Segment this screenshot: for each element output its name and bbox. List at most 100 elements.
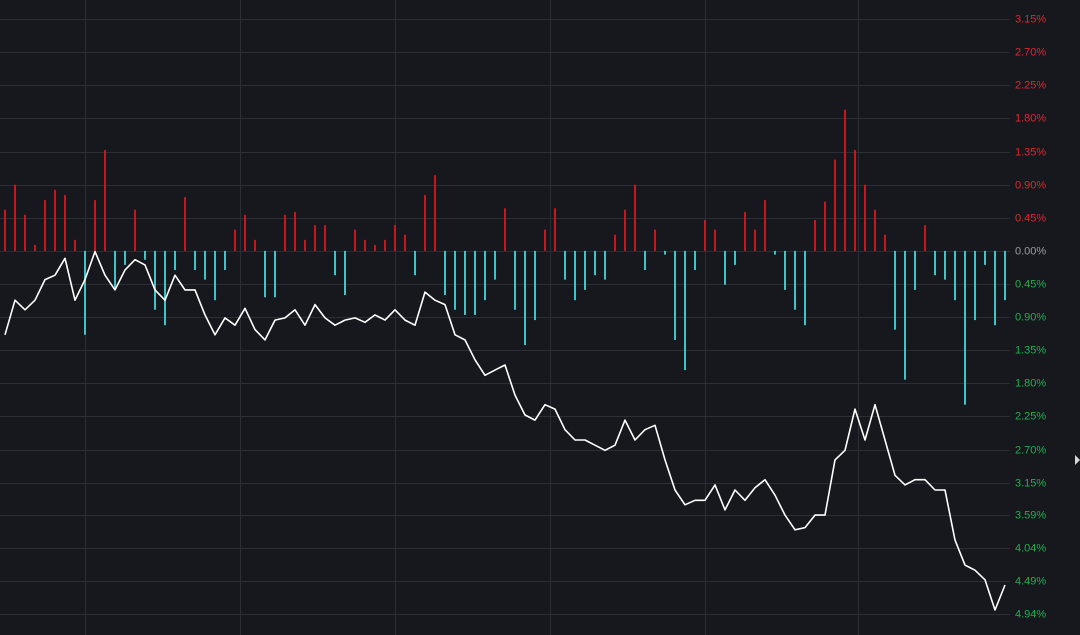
bar — [164, 250, 166, 326]
bar — [954, 250, 956, 301]
bar — [544, 229, 546, 251]
bar — [194, 250, 196, 271]
scroll-arrow[interactable] — [1075, 455, 1080, 465]
bar — [24, 214, 26, 251]
y-tick-label: 3.59% — [1015, 509, 1046, 521]
y-tick-label: 1.35% — [1015, 146, 1046, 158]
bar — [364, 239, 366, 251]
bar — [274, 250, 276, 298]
bar — [904, 250, 906, 380]
bar — [354, 229, 356, 251]
bar-series — [4, 109, 1006, 405]
y-tick-label: 0.45% — [1015, 278, 1046, 290]
y-tick-label: 1.80% — [1015, 112, 1046, 124]
y-tick-label: 1.80% — [1015, 377, 1046, 389]
bar — [994, 250, 996, 326]
bar — [204, 250, 206, 280]
bar — [824, 201, 826, 251]
bar — [754, 229, 756, 251]
y-tick-label: 1.35% — [1015, 344, 1046, 356]
bar — [334, 250, 336, 276]
bar — [404, 234, 406, 251]
bar — [64, 194, 66, 251]
bar — [524, 250, 526, 346]
bar — [244, 214, 246, 251]
bar — [944, 250, 946, 280]
bar — [84, 250, 86, 335]
bar — [474, 250, 476, 315]
bar — [444, 250, 446, 296]
bar — [94, 200, 96, 251]
bar — [654, 229, 656, 251]
y-tick-label: 0.90% — [1015, 179, 1046, 191]
bar — [264, 250, 266, 298]
bar — [34, 245, 36, 251]
bar — [634, 184, 636, 251]
bar — [484, 250, 486, 301]
horizontal-grid — [0, 19, 1010, 615]
bar — [604, 250, 606, 280]
bar — [624, 209, 626, 251]
bar — [614, 234, 616, 251]
bar — [44, 200, 46, 251]
bar — [374, 245, 376, 251]
bar — [254, 239, 256, 251]
y-tick-label: 0.90% — [1015, 311, 1046, 323]
bar — [74, 239, 76, 251]
bar — [804, 250, 806, 326]
bar — [864, 184, 866, 251]
bar — [984, 250, 986, 265]
bar — [144, 250, 146, 260]
bar — [744, 211, 746, 251]
bar — [384, 239, 386, 251]
y-tick-label: 3.15% — [1015, 13, 1046, 25]
bar — [774, 250, 776, 255]
bar — [314, 225, 316, 251]
bar — [184, 197, 186, 251]
bar — [644, 250, 646, 271]
bar — [574, 250, 576, 301]
bar — [794, 250, 796, 310]
bar — [4, 209, 6, 251]
bar — [554, 208, 556, 251]
bar — [844, 109, 846, 251]
bar — [494, 250, 496, 280]
bar — [764, 200, 766, 251]
bar — [514, 250, 516, 310]
bar — [324, 225, 326, 251]
line — [4, 250, 1006, 611]
bar — [724, 250, 726, 285]
y-tick-label: 3.15% — [1015, 477, 1046, 489]
bar — [434, 175, 436, 251]
bar — [694, 250, 696, 271]
bar — [834, 159, 836, 251]
bar — [534, 250, 536, 321]
bar — [124, 250, 126, 265]
y-tick-label: 2.70% — [1015, 46, 1046, 58]
bar — [294, 211, 296, 251]
bar — [104, 150, 106, 251]
bar — [714, 229, 716, 251]
bar — [924, 225, 926, 251]
bar — [284, 214, 286, 251]
bar — [884, 234, 886, 251]
bar — [854, 150, 856, 251]
bar — [684, 250, 686, 371]
bar — [454, 250, 456, 310]
y-tick-label: 2.25% — [1015, 79, 1046, 91]
bar — [414, 250, 416, 276]
y-tick-label: 4.94% — [1015, 608, 1046, 620]
bar — [564, 250, 566, 280]
y-tick-label: 4.04% — [1015, 542, 1046, 554]
bar — [54, 189, 56, 251]
bar — [974, 250, 976, 321]
bar — [464, 250, 466, 315]
bar — [674, 250, 676, 340]
bar — [14, 184, 16, 251]
bar — [154, 250, 156, 310]
bar — [934, 250, 936, 276]
bar — [664, 250, 666, 255]
bar — [1004, 250, 1006, 301]
